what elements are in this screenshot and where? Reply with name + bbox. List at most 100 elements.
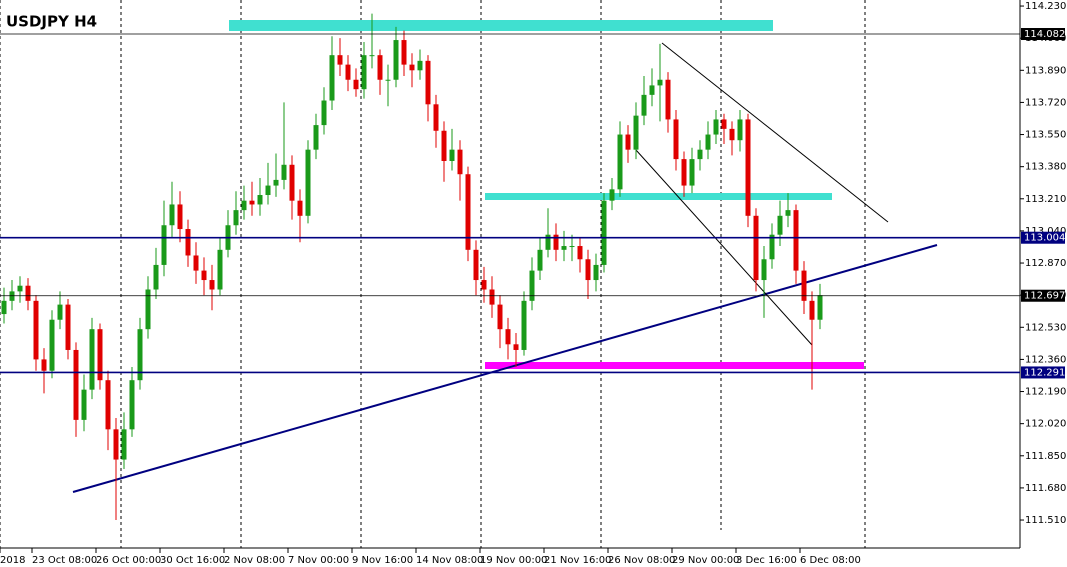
candle-body (409, 64, 415, 71)
candle-body (609, 189, 615, 201)
x-tick-label: 21 Nov 16:00 (544, 555, 611, 566)
x-tick-label: 19 Nov 00:00 (480, 555, 547, 566)
candle-body (793, 210, 799, 271)
candle-body (401, 40, 407, 65)
candle-body (345, 64, 351, 80)
candle-body (129, 380, 135, 430)
candle-body (281, 164, 287, 180)
candle-body (625, 134, 631, 150)
candle-body (705, 134, 711, 150)
candle-body (665, 79, 671, 120)
candle-body (313, 125, 319, 150)
level-label: 112.697 (1024, 291, 1065, 302)
y-tick-label: 113.720 (1025, 97, 1066, 108)
candle-body (65, 304, 71, 350)
candle-body (153, 264, 159, 290)
y-tick-label: 111.680 (1025, 483, 1066, 494)
zone (229, 20, 773, 31)
candle-body (497, 304, 503, 330)
candle-body (25, 285, 31, 301)
channel-line (661, 42, 889, 223)
candle-body (193, 255, 199, 271)
candle-body (265, 185, 271, 196)
candle-body (673, 119, 679, 160)
candle-body (633, 115, 639, 150)
candle-body (617, 134, 623, 190)
candle-body (785, 210, 791, 216)
candle-body (377, 55, 383, 80)
candle-body (273, 179, 279, 186)
candle-body (209, 280, 215, 290)
candle-body (657, 79, 663, 86)
candle-body (449, 149, 455, 161)
y-tick-label: 113.380 (1025, 162, 1066, 173)
title-bg (1, 12, 95, 34)
level-label-bg (1021, 231, 1065, 244)
candle-body (521, 300, 527, 350)
level-label-bg (1021, 289, 1065, 302)
candle-body (721, 119, 727, 129)
candle-body (433, 104, 439, 131)
candle-body (393, 40, 399, 80)
candle-body (57, 304, 63, 320)
candle-body (753, 215, 759, 281)
candle-body (297, 200, 303, 216)
candle-body (337, 55, 343, 65)
candle-body (257, 195, 263, 205)
x-tick-label: 2 Nov 08:00 (224, 555, 285, 566)
candle-body (769, 234, 775, 260)
chart-title: USDJPY H4 (6, 13, 97, 31)
candle-body (33, 300, 39, 360)
candle-body (801, 270, 807, 301)
candle-body (241, 200, 247, 211)
candle-body (601, 200, 607, 265)
candle-body (513, 344, 519, 350)
candle-body (249, 200, 255, 205)
candle-body (321, 100, 327, 126)
candle-body (305, 149, 311, 216)
candle-body (641, 94, 647, 116)
candle-body (137, 329, 143, 381)
candle-body (481, 280, 487, 290)
candle-body (817, 295, 823, 320)
candle-body (201, 270, 207, 281)
candle-body (233, 210, 239, 226)
level-label-bg (1021, 28, 1065, 41)
candle-body (457, 149, 463, 175)
candle-body (729, 128, 735, 141)
channel-line (635, 149, 813, 346)
y-tick-label: 113.550 (1025, 130, 1066, 141)
candle-body (537, 249, 543, 271)
candle-body (121, 429, 127, 460)
y-tick-label: 113.210 (1025, 194, 1066, 205)
candle-body (369, 55, 375, 57)
x-tick-label: 9 Nov 16:00 (352, 555, 413, 566)
candle-body (353, 79, 359, 90)
y-tick-label: 112.870 (1025, 258, 1066, 269)
x-tick-label: 3 Dec 16:00 (736, 555, 797, 566)
candle-body (145, 289, 151, 330)
candle-body (97, 329, 103, 381)
level-label: 112.291 (1024, 367, 1065, 378)
candle-body (41, 359, 47, 371)
candle-body (441, 130, 447, 161)
trendline (72, 244, 938, 493)
candle-body (737, 119, 743, 141)
candle-body (489, 289, 495, 305)
candle-body (593, 264, 599, 281)
y-tick-label: 113.890 (1025, 65, 1066, 76)
candle-body (49, 319, 55, 371)
candle-body (713, 119, 719, 135)
candle-body (505, 329, 511, 345)
y-tick-label: 111.850 (1025, 451, 1066, 462)
candle-body (697, 149, 703, 160)
candle-body (561, 246, 567, 250)
candle-body (169, 204, 175, 226)
y-tick-label: 112.020 (1025, 419, 1066, 430)
candle-body (329, 55, 335, 101)
candle-body (385, 79, 391, 81)
x-tick-label: 7 Nov 00:00 (288, 555, 349, 566)
level-label-bg (1021, 366, 1065, 379)
candle-body (289, 164, 295, 201)
